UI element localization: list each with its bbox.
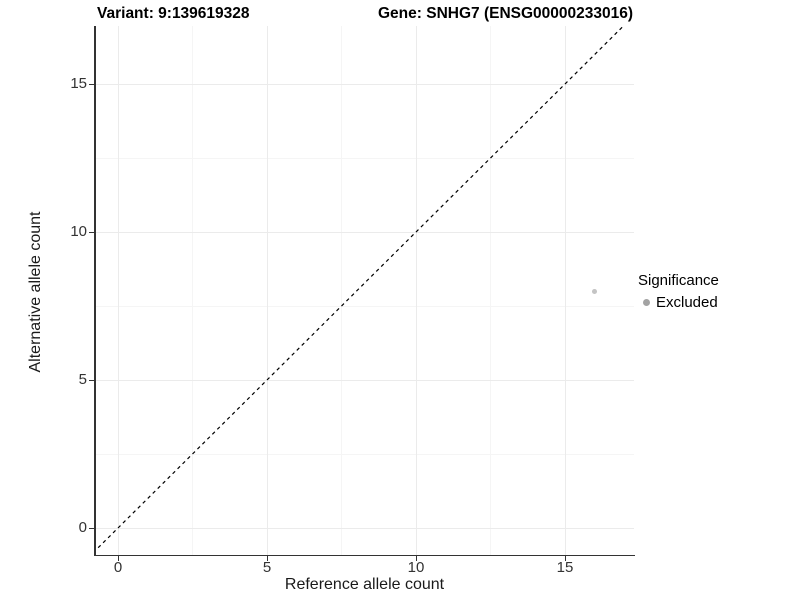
gridline-minor-y — [95, 157, 634, 159]
x-axis-tick — [415, 556, 417, 561]
gridline-minor-y — [95, 453, 634, 455]
y-axis-tick-label: 0 — [78, 519, 87, 536]
y-axis-tick-label: 10 — [70, 223, 87, 240]
y-axis-tick-label: 15 — [70, 75, 87, 92]
gridline-major-y — [95, 379, 634, 381]
data-point — [592, 288, 598, 294]
legend-entry-label: Excluded — [656, 294, 718, 311]
gridline-minor-x — [192, 26, 193, 555]
gridline-major-x — [117, 26, 119, 555]
y-axis-tick — [89, 83, 94, 85]
gridline-minor-y — [95, 305, 634, 307]
x-axis-tick-label: 0 — [113, 559, 123, 576]
gridline-major-y — [95, 527, 634, 529]
x-axis-tick-label: 15 — [556, 559, 574, 576]
gridline-minor-x — [490, 26, 491, 555]
x-axis-tick — [564, 556, 566, 561]
gridline-minor-x — [341, 26, 342, 555]
x-axis-tick — [117, 556, 119, 561]
x-axis-line — [94, 554, 635, 556]
gridline-major-y — [95, 231, 634, 233]
gridline-major-x — [266, 26, 268, 555]
x-axis-title: Reference allele count — [284, 576, 445, 593]
plot-title-variant: Variant: 9:139619328 — [97, 5, 250, 22]
y-axis-title: Alternative allele count — [27, 211, 44, 373]
y-axis-tick-label: 5 — [78, 371, 87, 388]
legend-key-dot-icon — [643, 299, 650, 306]
legend-entry: Excluded — [638, 294, 719, 311]
plot-title-gene: Gene: SNHG7 (ENSG00000233016) — [378, 5, 634, 22]
x-axis-tick-label: 10 — [407, 559, 425, 576]
identity-line-layer — [95, 26, 625, 552]
identity-dashed-line — [95, 26, 625, 552]
y-axis-tick — [89, 231, 94, 233]
gridline-major-y — [95, 83, 634, 85]
y-axis-tick — [89, 527, 94, 529]
gridline-major-x — [415, 26, 417, 555]
gridline-major-x — [564, 26, 566, 555]
x-axis-tick — [266, 556, 268, 561]
legend-title: Significance — [638, 272, 719, 289]
plot-panel — [95, 26, 634, 555]
y-axis-tick — [89, 379, 94, 381]
y-axis-line — [94, 26, 96, 556]
x-axis-tick-label: 5 — [262, 559, 272, 576]
legend: Significance Excluded — [638, 272, 719, 311]
